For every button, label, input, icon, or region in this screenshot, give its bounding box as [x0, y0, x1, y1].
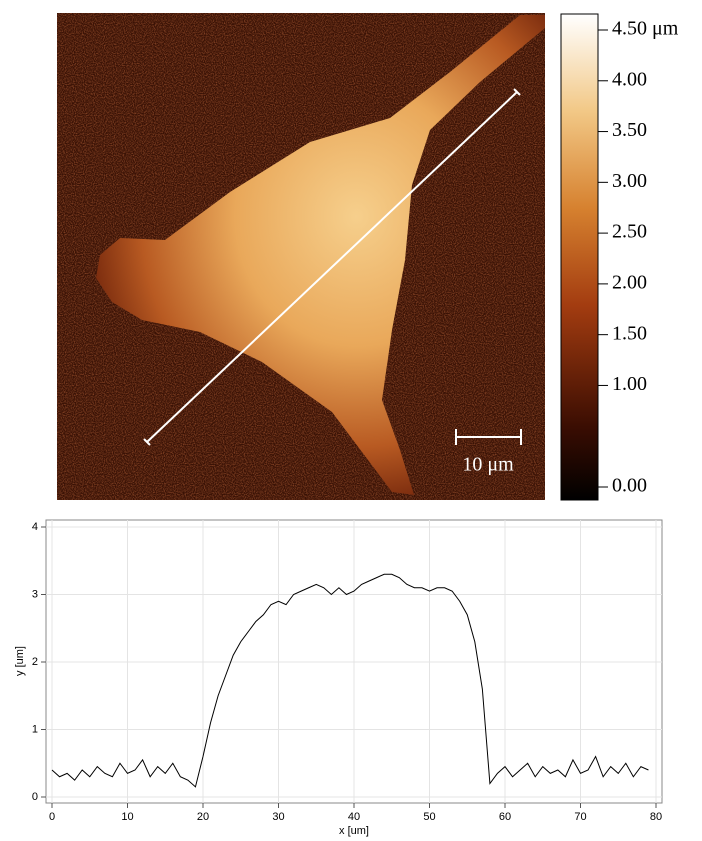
x-tick-label: 10: [121, 811, 133, 823]
y-tick-label: 3: [32, 588, 38, 600]
y-tick-label: 0: [32, 791, 38, 803]
scale-bar-label: 10 μm: [462, 454, 514, 476]
x-tick-label: 80: [650, 811, 662, 823]
x-tick-label: 30: [272, 811, 284, 823]
x-tick-label: 70: [574, 811, 586, 823]
colorbar-tick-label: 4.00: [612, 68, 647, 90]
colorbar-tick-label: 3.50: [612, 119, 647, 141]
profile-line: [51, 573, 649, 788]
profile-line: [146, 91, 518, 443]
profile-line-cap: [513, 88, 521, 96]
cell: [96, 15, 545, 495]
x-tick-label: 20: [197, 811, 209, 823]
profile-line-cap: [143, 438, 151, 446]
colorbar-tick-label: 4.50 μm: [612, 18, 679, 40]
x-axis-label: x [um]: [339, 825, 369, 837]
y-tick-label: 2: [32, 656, 38, 668]
colorbar-tick-label: 0.00: [612, 475, 647, 497]
colorbar-tick-label: 1.00: [612, 373, 647, 395]
y-axis-label: y [um]: [14, 646, 26, 676]
line-chart: 0 10 20 30 40 50 60 70 80 0 1 2 3 4 x [um] y [um]: [14, 519, 663, 837]
colorbar-tick-label: 1.50: [612, 322, 647, 344]
colorbar-tick-label: 2.50: [612, 221, 647, 243]
colorbar-ticks: 4.50 μm 4.00 3.50 3.00 2.50 2.00 1.50 1.00 0.00: [598, 18, 679, 497]
colorbar-tick-label: 3.00: [612, 170, 647, 192]
colorbar: [560, 13, 599, 501]
scale-bar: [455, 429, 522, 445]
colorbar-tick-label: 2.00: [612, 271, 647, 293]
y-tick-label: 4: [32, 521, 38, 533]
afm-image: 10 μm: [57, 13, 545, 500]
y-tick-label: 1: [32, 723, 38, 735]
x-tick-label: 0: [49, 811, 55, 823]
x-tick-label: 60: [499, 811, 511, 823]
x-tick-label: 40: [348, 811, 360, 823]
x-tick-label: 50: [423, 811, 435, 823]
